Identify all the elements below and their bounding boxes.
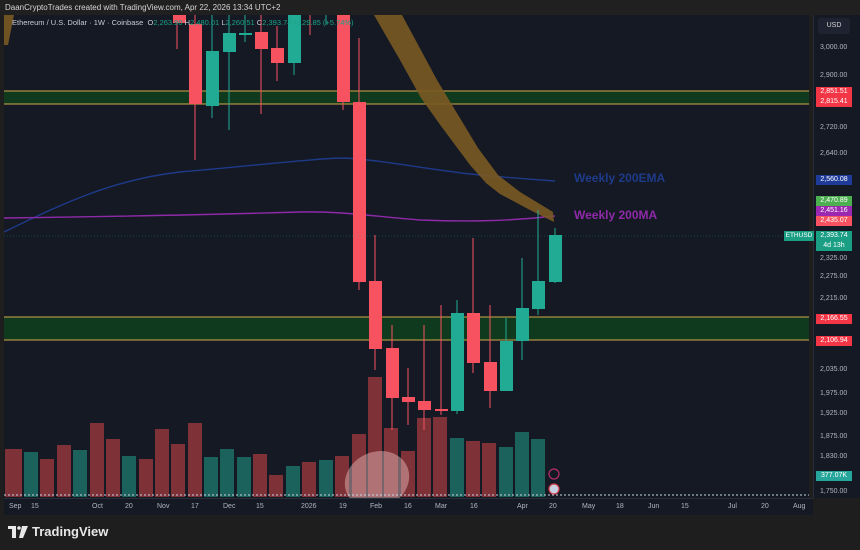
price-tick: 2,900.00: [820, 72, 848, 79]
time-tick: 20: [549, 503, 557, 510]
time-tick: 15: [256, 503, 264, 510]
price-tick: 2,035.00: [820, 366, 848, 373]
brand-name: TradingView: [32, 524, 109, 539]
time-tick: Feb: [370, 503, 383, 510]
time-tick: 16: [470, 503, 478, 510]
time-tick: 17: [191, 503, 199, 510]
change-value: +129.85 (+5.74%): [293, 18, 354, 27]
volume-bars: [5, 377, 545, 497]
tv-logo-icon: [8, 525, 28, 538]
time-tick: Dec: [223, 503, 236, 510]
time-tick: 18: [616, 503, 624, 510]
volume-badge: 377.07K: [816, 471, 852, 481]
time-tick: 15: [681, 503, 689, 510]
price-tick: 1,830.00: [820, 453, 848, 460]
time-tick: 2026: [301, 503, 317, 510]
time-tick: Jul: [728, 503, 737, 510]
price-tick: 2,325.00: [820, 255, 848, 262]
event-icon: [548, 468, 560, 480]
price-tick: 1,875.00: [820, 433, 848, 440]
ma-annotation: Weekly 200MA: [574, 208, 658, 222]
band-lower-badge: 2,435.07: [816, 216, 852, 226]
ema-annotation: Weekly 200EMA: [574, 171, 666, 185]
time-tick: 15: [31, 503, 39, 510]
time-tick: 16: [404, 503, 412, 510]
time-tick: May: [582, 503, 596, 510]
zone-bottom-badge: 2,815.41: [816, 97, 852, 107]
time-tick: Apr: [517, 503, 528, 510]
price-tick: 2,640.00: [820, 150, 848, 157]
time-tick: Aug: [793, 503, 806, 510]
high-value: 2,480.01: [190, 18, 220, 27]
symbol-title: Ethereum / U.S. Dollar · 1W · Coinbase: [12, 18, 144, 27]
chart-canvas: [4, 15, 809, 498]
ma-line: [4, 211, 556, 222]
support-bottom-badge: 2,106.94: [816, 336, 852, 346]
zone-top-badge: 2,851.51: [816, 87, 852, 97]
time-tick: 19: [339, 503, 347, 510]
price-tick: 1,925.00: [820, 410, 848, 417]
ema-badge: 2,560.08: [816, 175, 852, 185]
open-value: 2,263.90: [153, 18, 183, 27]
countdown-badge: 4d 13h: [816, 241, 852, 251]
price-tick: 2,720.00: [820, 124, 848, 131]
resistance-zone: [4, 91, 809, 104]
footer: TradingView: [0, 515, 860, 550]
attribution-text: DaanCryptoTrades created with TradingVie…: [5, 3, 281, 12]
time-tick: Sep: [9, 503, 22, 510]
ma-badge: 2,451.16: [816, 206, 852, 216]
ohlc-legend: Ethereum / U.S. Dollar · 1W · Coinbase O…: [12, 18, 354, 27]
price-tick: 1,975.00: [820, 390, 848, 397]
time-tick: Jun: [648, 503, 660, 510]
time-tick: 20: [125, 503, 133, 510]
price-tick: 1,750.00: [820, 488, 848, 495]
support-zone: [4, 317, 809, 340]
price-tick: 2,275.00: [820, 273, 848, 280]
us-flag-icon: [548, 483, 560, 495]
time-tick: Oct: [92, 503, 103, 510]
time-tick: 20: [761, 503, 769, 510]
low-value: 2,260.51: [225, 18, 255, 27]
attribution-bar: DaanCryptoTrades created with TradingVie…: [0, 0, 860, 15]
cloud-band: [374, 15, 554, 222]
support-top-badge: 2,166.55: [816, 314, 852, 324]
chart-pane[interactable]: Ethereum / U.S. Dollar · 1W · Coinbase O…: [4, 15, 809, 498]
band-upper-badge: 2,470.89: [816, 196, 852, 206]
candles: [173, 15, 562, 430]
volume-highlight: [344, 451, 410, 498]
symbol-tag: ETHUSD: [784, 231, 814, 241]
tradingview-logo: TradingView: [8, 524, 108, 539]
currency-button[interactable]: USD: [818, 18, 850, 34]
price-tick: 3,000.00: [820, 44, 848, 51]
last-price-badge: 2,393.74: [816, 231, 852, 241]
time-tick: Mar: [435, 503, 448, 510]
time-tick: Nov: [157, 503, 170, 510]
time-axis[interactable]: Sep 15 Oct 20 Nov 17 Dec 15 2026 19 Feb …: [4, 498, 813, 516]
price-tick: 2,215.00: [820, 295, 848, 302]
close-value: 2,393.74: [262, 18, 292, 27]
